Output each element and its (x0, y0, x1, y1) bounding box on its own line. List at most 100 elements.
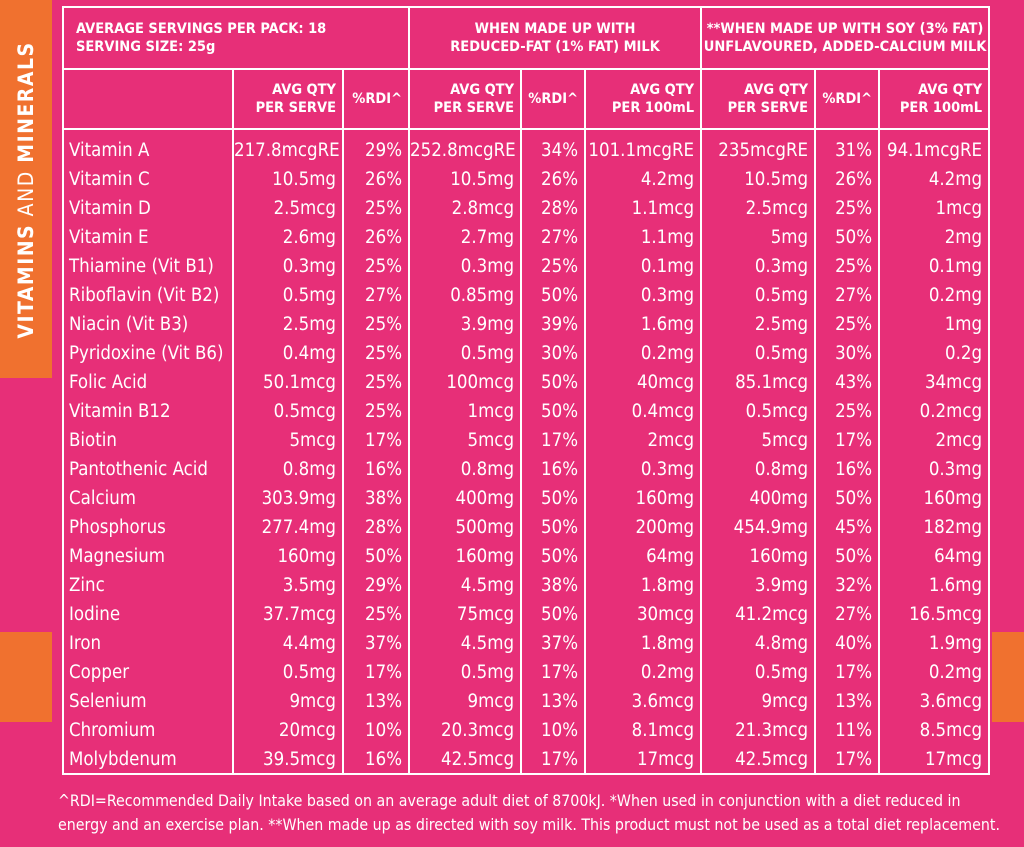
nutrient-value: 50.1mcg (232, 368, 343, 397)
nutrient-value: 50% (520, 600, 586, 629)
nutrient-name: Molybdenum (69, 748, 177, 770)
nutrient-value: 0.5mcg (232, 397, 343, 426)
nutrient-value: 10.5mg (700, 165, 816, 194)
nutrient-value: 3.5mg (232, 571, 343, 600)
nutrient-row: Calcium 303.9mg 38% 400mg 50% 160mg 400mg 50% 16… (63, 484, 990, 513)
milk-group-line2: REDUCED-FAT (1% FAT) MILK (450, 39, 660, 55)
nutrient-name: Pyridoxine (Vit B6) (69, 343, 224, 364)
nutrient-value: 8.1mcg (584, 716, 702, 745)
nutrient-name: Chromium (69, 720, 156, 741)
nutrient-value: 25% (341, 368, 410, 397)
nutrient-value: 0.8mg (700, 455, 816, 484)
nutrient-value: 100mcg (408, 368, 522, 397)
column-header-line2: PER SERVE (255, 100, 336, 116)
nutrient-value: 17% (341, 658, 410, 687)
nutrient-value: 0.5mg (232, 281, 343, 310)
nutrient-row: Pantothenic Acid 0.8mg 16% 0.8mg 16% 0.3mg 0.8… (63, 455, 990, 484)
nutrient-value: 0.3mg (584, 281, 702, 310)
nutrient-row: Vitamin B12 0.5mcg 25% 1mcg 50% 0.4mcg 0.5mcg 2… (63, 397, 990, 426)
nutrient-value: 25% (341, 310, 410, 339)
nutrient-value: 1.1mcg (584, 194, 702, 223)
nutrient-value: 160mg (584, 484, 702, 513)
nutrient-value: 34% (520, 136, 586, 165)
nutrient-value: 13% (520, 687, 586, 716)
column-header-line2: PER 100mL (611, 100, 695, 116)
nutrient-value: 1.8mg (584, 629, 702, 658)
nutrient-row: Biotin 5mcg 17% 5mcg 17% 2mcg 5mcg 17% 2mcg (63, 426, 990, 455)
column-header-line2: PER SERVE (727, 100, 809, 116)
column-header: AVG QTY PER 100mL (584, 69, 702, 129)
nutrient-value: 4.5mg (408, 571, 522, 600)
nutrient-value: 50% (520, 513, 586, 542)
nutrient-row: Chromium 20mcg 10% 20.3mcg 10% 8.1mcg 21.3mcg 1… (63, 716, 990, 745)
nutrient-value: 1.9mg (878, 629, 990, 658)
column-header: %RDI^ (814, 69, 880, 129)
nutrient-value: 50% (520, 281, 586, 310)
nutrient-value: 9mcg (408, 687, 522, 716)
nutrient-value: 160mg (408, 542, 522, 571)
nutrient-value: 5mcg (408, 426, 522, 455)
nutrient-rows: Vitamin A 217.8mcgRE 29% 252.8mcgRE 34% 101.1… (63, 136, 990, 774)
nutrient-value: 30mcg (584, 600, 702, 629)
nutrient-value: 13% (341, 687, 410, 716)
milk-group-header: WHEN MADE UP WITH REDUCED-FAT (1% FAT) M… (408, 6, 703, 70)
nutrient-value: 50% (520, 542, 586, 571)
nutrient-value: 25% (341, 194, 410, 223)
nutrient-row: Selenium 9mcg 13% 9mcg 13% 3.6mcg 9mcg 13% 3.6mc… (63, 687, 990, 716)
nutrient-value: 277.4mg (232, 513, 343, 542)
nutrient-value: 16% (814, 455, 880, 484)
nutrient-value: 42.5mcg (700, 745, 816, 774)
nutrient-value: 0.5mg (232, 658, 343, 687)
nutrient-value: 1mcg (408, 397, 522, 426)
nutrient-value: 400mg (700, 484, 816, 513)
nutrient-name: Calcium (69, 488, 136, 509)
nutrient-value: 160mg (700, 542, 816, 571)
column-header: AVG QTY PER SERVE (700, 69, 816, 129)
nutrient-value: 0.4mg (232, 339, 343, 368)
nutrient-value: 1mcg (878, 194, 990, 223)
nutrient-name: Pantothenic Acid (69, 459, 208, 480)
nutrient-value: 50% (814, 484, 880, 513)
nutrient-value: 16% (341, 455, 410, 484)
nutrient-value: 0.8mg (232, 455, 343, 484)
nutrient-value: 29% (341, 136, 410, 165)
nutrient-row: Riboflavin (Vit B2) 0.5mg 27% 0.85mg 50% 0.3m… (63, 281, 990, 310)
nutrient-row: Iron 4.4mg 37% 4.5mg 37% 1.8mg 4.8mg 40% 1.9mg (63, 629, 990, 658)
nutrient-name: Vitamin B12 (69, 401, 171, 422)
nutrient-value: 20.3mcg (408, 716, 522, 745)
nutrient-value: 0.1mg (584, 252, 702, 281)
nutrient-value: 252.8mcgRE (408, 136, 522, 165)
nutrient-value: 39.5mcg (232, 745, 343, 774)
nutrient-row: Iodine 37.7mcg 25% 75mcg 50% 30mcg 41.2mcg 27% 1… (63, 600, 990, 629)
nutrient-value: 4.2mg (878, 165, 990, 194)
nutrient-value: 13% (814, 687, 880, 716)
nutrient-value: 2.5mg (700, 310, 816, 339)
nutrient-value: 25% (520, 252, 586, 281)
nutrient-value: 2.5mcg (232, 194, 343, 223)
side-label-part1: VITAMINS (14, 223, 38, 339)
orange-side-band-lower (0, 632, 52, 722)
nutrient-value: 17% (814, 426, 880, 455)
nutrient-value: 0.8mg (408, 455, 522, 484)
nutrient-value: 25% (814, 252, 880, 281)
nutrient-value: 2mcg (878, 426, 990, 455)
nutrient-value: 10% (341, 716, 410, 745)
nutrient-row: Niacin (Vit B3) 2.5mg 25% 3.9mg 39% 1.6mg 2.5m… (63, 310, 990, 339)
column-header-line1: %RDI^ (528, 91, 579, 107)
nutrient-value: 0.5mg (408, 658, 522, 687)
nutrient-value: 2.8mcg (408, 194, 522, 223)
nutrient-value: 0.1mg (878, 252, 990, 281)
nutrient-name: Zinc (69, 575, 105, 596)
nutrient-value: 4.8mg (700, 629, 816, 658)
nutrient-name: Vitamin D (69, 198, 151, 219)
nutrient-value: 4.2mg (584, 165, 702, 194)
nutrient-value: 25% (341, 252, 410, 281)
column-header: %RDI^ (341, 69, 410, 129)
nutrient-value: 21.3mcg (700, 716, 816, 745)
column-header-line2: PER SERVE (433, 100, 515, 116)
footnote-line1: ^RDI=Recommended Daily Intake based on a… (58, 791, 961, 810)
nutrient-row: Thiamine (Vit B1) 0.3mg 25% 0.3mg 25% 0.1mg 0.… (63, 252, 990, 281)
nutrient-name: Vitamin C (69, 169, 150, 190)
nutrient-row: Vitamin A 217.8mcgRE 29% 252.8mcgRE 34% 101.1… (63, 136, 990, 165)
nutrient-name: Riboflavin (Vit B2) (69, 285, 220, 306)
